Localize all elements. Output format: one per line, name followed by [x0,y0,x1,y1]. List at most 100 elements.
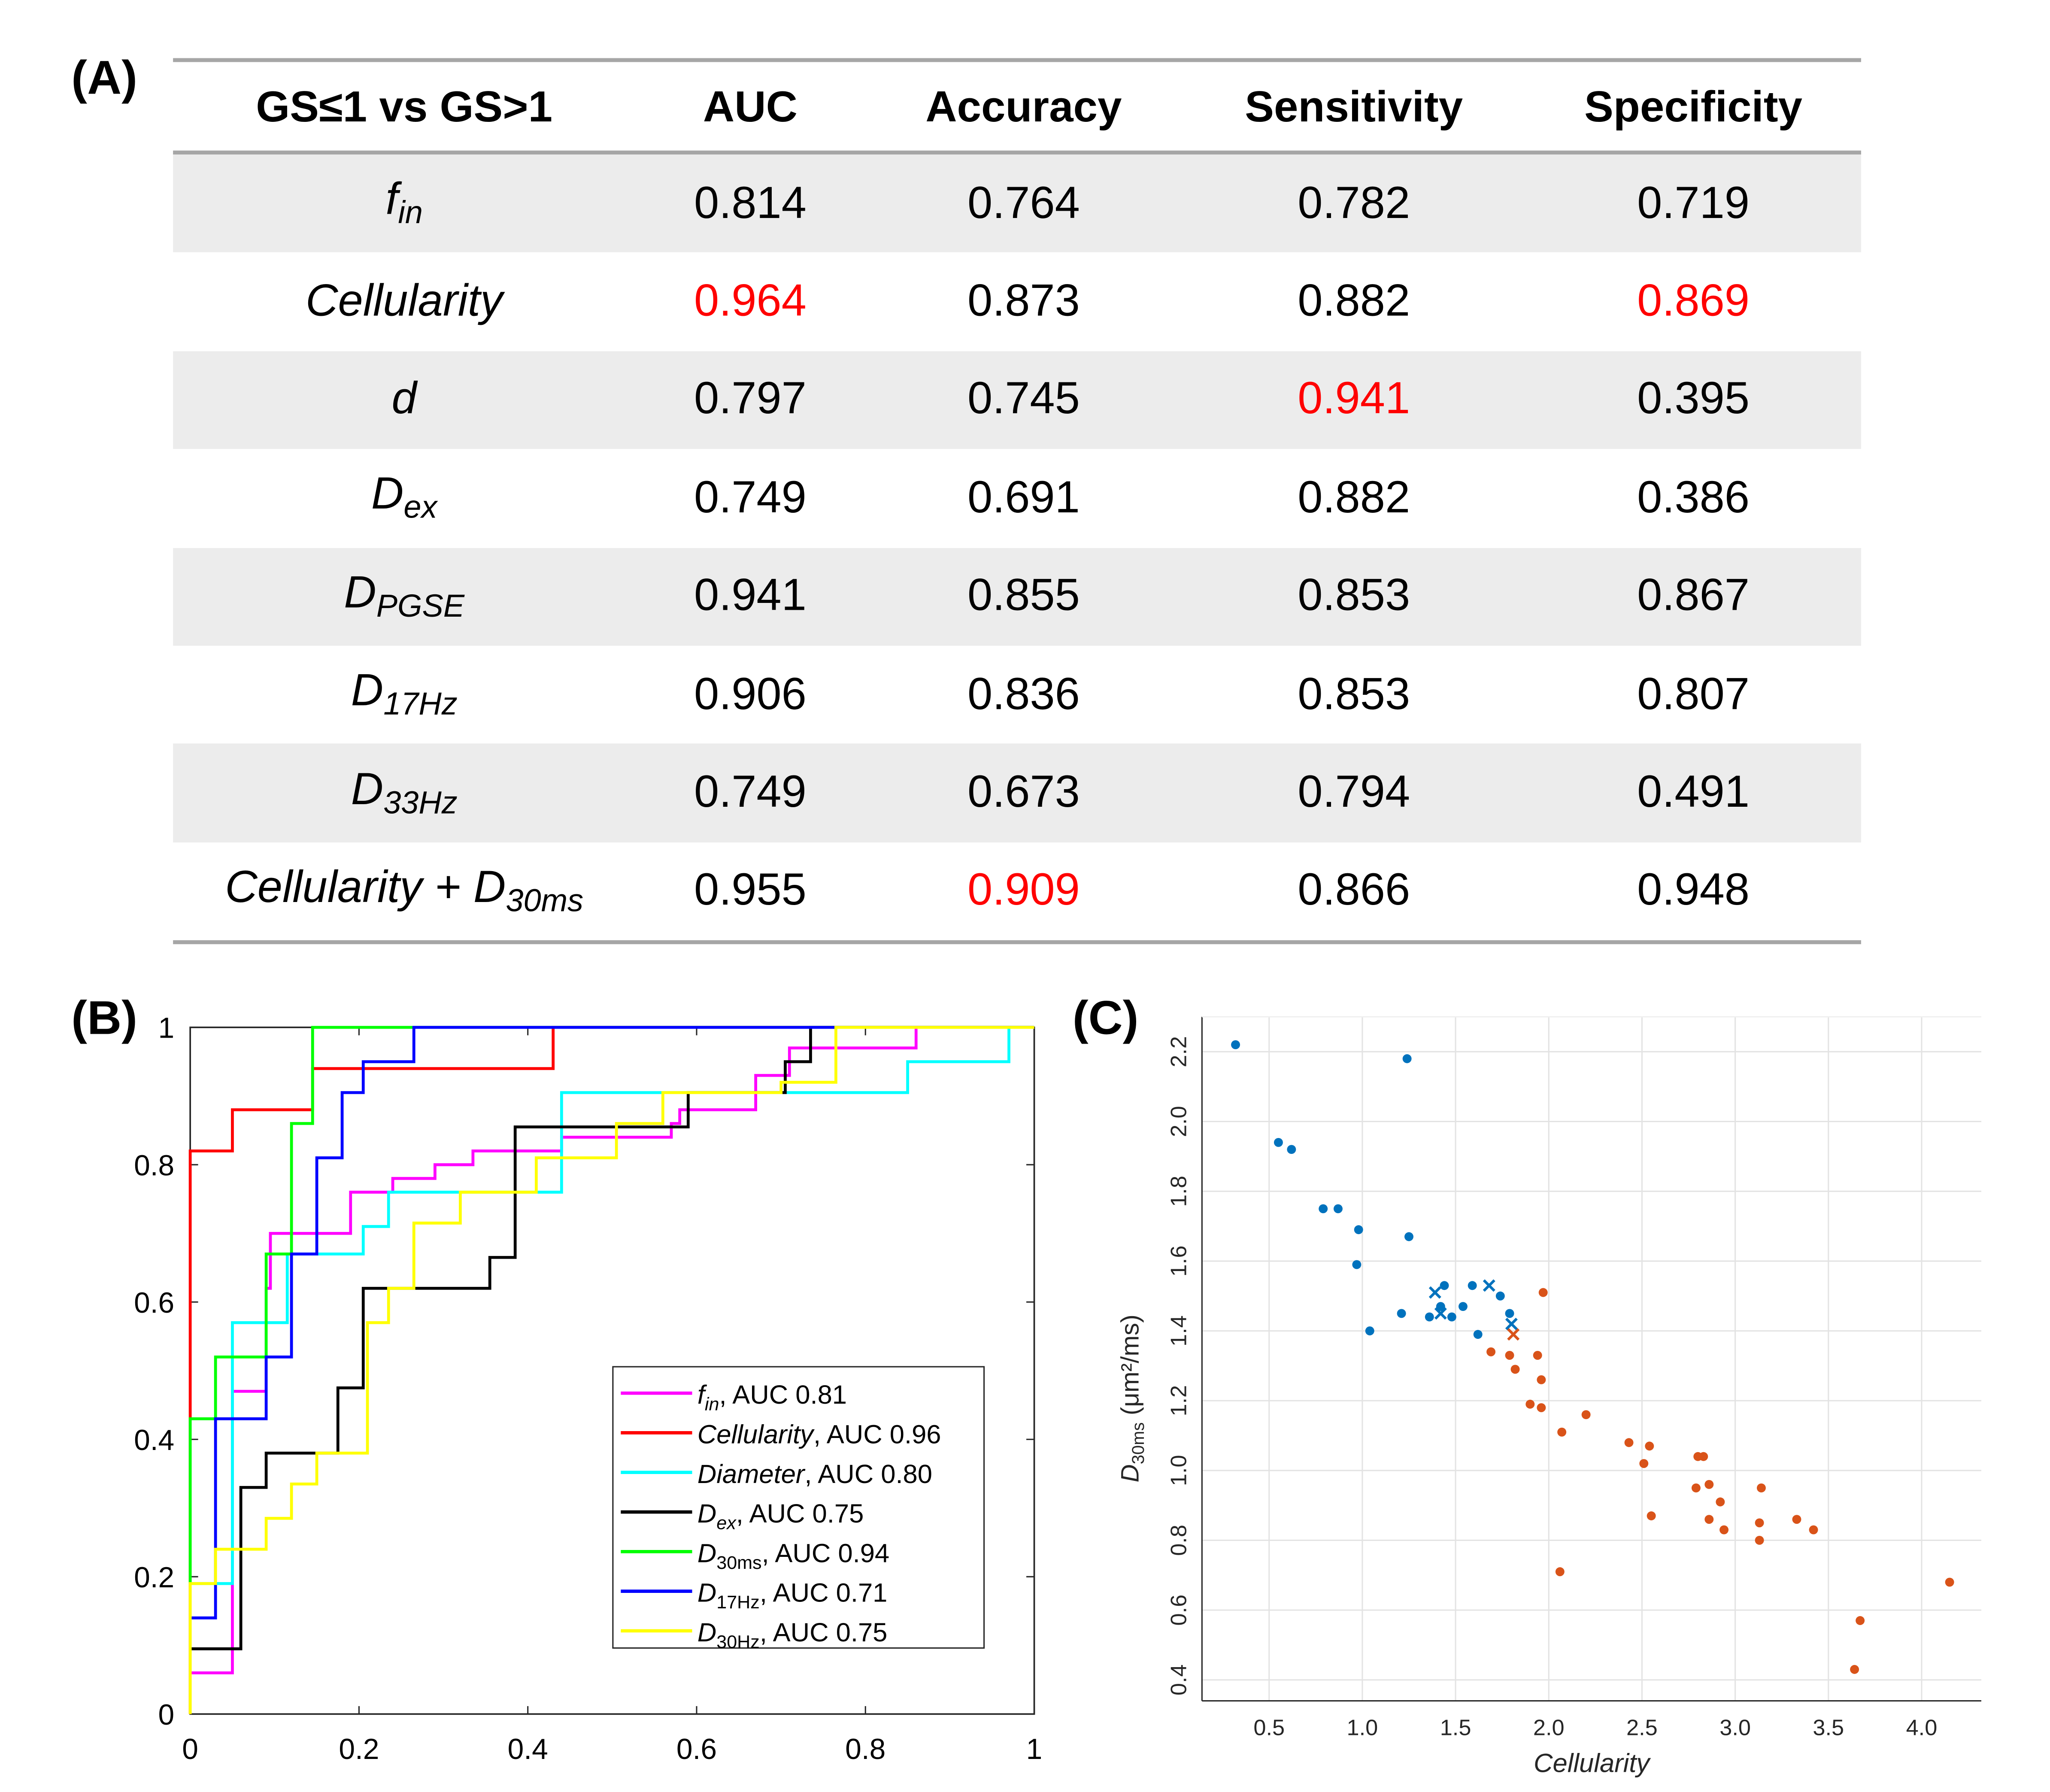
row-label: DPGSE [173,567,635,625]
table-cell: 0.794 [1298,767,1410,817]
row-label-sub: 33Hz [383,785,458,821]
y-tick-label: 0.6 [134,1287,174,1319]
row-label-main: d [391,374,417,425]
table-cell: 0.807 [1637,669,1750,720]
scatter-point [1537,1403,1546,1412]
x-tick-label: 1.0 [1347,1716,1378,1741]
scatter-point [1333,1204,1343,1214]
cross-stroke [1434,1307,1447,1320]
roc-curve-5 [190,1026,1034,1619]
scatter-point [1365,1326,1374,1335]
legend-entry: fin, AUC 0.81 [697,1380,847,1414]
y-tick-label: 0.8 [1166,1525,1191,1556]
legend-name: D [697,1538,716,1568]
table-row: fin 0.814 0.764 0.782 0.719 [173,154,1861,253]
table-cell: 0.906 [694,669,807,720]
table-cell: 0.964 [694,276,807,327]
table-cell: 0.853 [1298,571,1410,621]
legend-sub: 17Hz [716,1592,760,1613]
table-cell: 0.691 [967,472,1080,523]
panel-label-b: (B) [71,990,137,1045]
table-header: GS≤1 vs GS>1 AUC Accuracy Sensitivity Sp… [173,58,1861,155]
table-row: Cellularity 0.964 0.873 0.882 0.869 [173,253,1861,351]
y-axis-label-sub: 30ms [1129,1422,1148,1464]
roc-curve-4 [188,1026,1034,1584]
roc-curve-3 [190,1026,1034,1650]
legend-entry: D30ms, AUC 0.94 [697,1538,889,1573]
scatter-point [1473,1330,1483,1339]
scatter-point [1352,1260,1362,1269]
table-row: Cellularity + D30ms 0.955 0.909 0.866 0.948 [173,842,1861,944]
table-row: Dex 0.749 0.691 0.882 0.386 [173,449,1861,548]
y-tick-label: 0.8 [134,1150,174,1182]
x-tick-label: 0.6 [676,1733,717,1765]
scatter-point [1624,1438,1634,1447]
header-cell: AUC [703,81,798,130]
scatter-point [1486,1347,1496,1356]
y-tick-label: 1.4 [1166,1315,1191,1347]
table-cell: 0.853 [1298,669,1410,720]
scatter-point [1468,1281,1477,1290]
scatter-point [1755,1535,1764,1545]
legend-entry: Dex, AUC 0.75 [697,1499,864,1533]
row-label-sub: in [398,196,423,232]
scatter-point [1691,1483,1701,1492]
table-cell: 0.719 [1637,178,1750,228]
table-cell: 0.948 [1637,865,1750,916]
y-tick-label: 1 [158,1012,175,1044]
scatter-point [1639,1459,1649,1468]
legend-name: Cellularity [697,1420,815,1449]
scatter-point [1856,1616,1865,1625]
scatter-cross [1505,1317,1518,1330]
panel-label-c: (C) [1072,990,1139,1045]
cross-stroke [1505,1317,1518,1330]
scatter-point [1525,1399,1535,1409]
y-tick-label: 0.4 [134,1424,174,1456]
legend-auc: , AUC 0.96 [813,1420,941,1449]
x-tick-label: 0 [182,1733,198,1765]
header-cell: Specificity [1584,81,1803,130]
scatter-cross [1483,1279,1495,1292]
table-cell: 0.873 [967,276,1080,327]
legend-entry: D30Hz, AUC 0.75 [697,1618,888,1652]
x-tick-label: 2.0 [1533,1716,1565,1741]
scatter-point [1402,1054,1412,1063]
table-cell: 0.882 [1298,472,1410,523]
table-cell: 0.855 [967,571,1080,621]
scatter-point [1699,1452,1708,1461]
row-label-main: D [344,567,376,618]
table-cell: 0.941 [1298,374,1410,425]
cross-stroke [1507,1328,1520,1341]
scatter-point [1533,1350,1542,1360]
table-cell: 0.491 [1637,767,1750,817]
scatter-point [1440,1281,1449,1290]
y-tick-label: 1.2 [1166,1385,1191,1417]
x-tick-label: 1 [1026,1733,1043,1765]
x-tick-label: 0.8 [845,1733,886,1765]
y-axis-label-unit: (μm²/ms) [1116,1314,1144,1422]
legend-name: D [697,1499,716,1529]
legend-entry: D17Hz, AUC 0.71 [697,1578,888,1613]
scatter-point [1319,1204,1328,1214]
table-cell: 0.955 [694,865,807,916]
table-cell: 0.867 [1637,571,1750,621]
scatter-point [1231,1040,1240,1050]
scatter-point [1495,1291,1505,1301]
x-tick-label: 3.0 [1719,1716,1751,1741]
row-label-main: Cellularity [305,276,503,327]
table-row: DPGSE 0.941 0.855 0.853 0.867 [173,547,1861,646]
y-tick-label: 0.2 [134,1562,174,1594]
scatter-point [1555,1567,1565,1577]
legend-auc: , AUC 0.75 [760,1618,888,1647]
table-cell: 0.814 [694,178,807,228]
row-label: Cellularity [173,276,635,327]
row-label: Dex [173,469,635,527]
scatter-point [1792,1515,1801,1524]
legend-sub: ex [716,1513,737,1534]
scatter-point [1397,1309,1406,1318]
header-cell: GS≤1 vs GS>1 [256,81,553,130]
legend-name: D [697,1578,716,1608]
roc-curve-6 [188,1026,1034,1714]
x-tick-label: 0.2 [339,1733,379,1765]
y-axis-label-main: D [1116,1464,1144,1482]
